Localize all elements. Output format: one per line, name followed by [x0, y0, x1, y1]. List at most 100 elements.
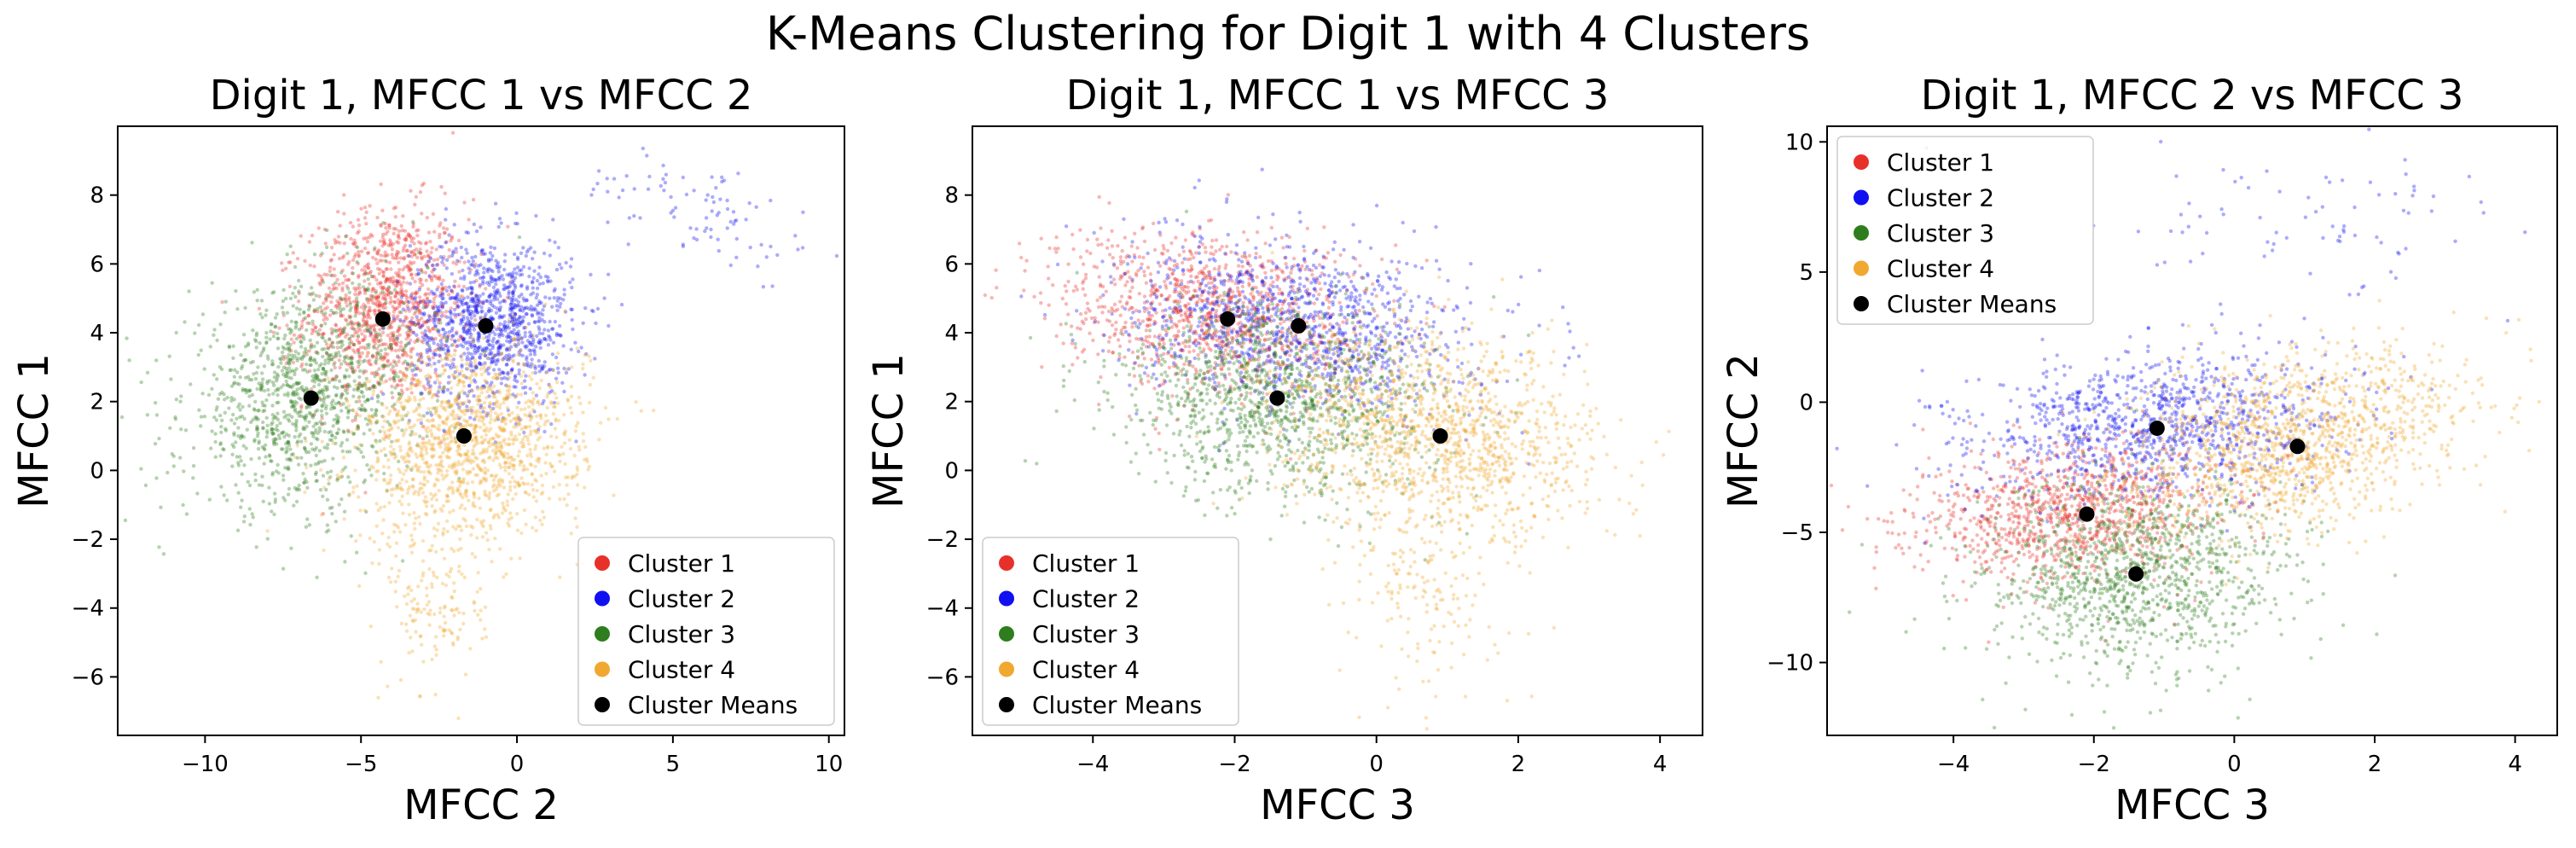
data-point — [404, 324, 409, 328]
data-point — [366, 271, 370, 276]
data-point — [213, 439, 218, 444]
data-point — [398, 345, 403, 349]
data-point — [435, 276, 439, 281]
data-point — [274, 437, 278, 442]
data-point — [511, 305, 515, 310]
data-point — [258, 353, 263, 357]
data-point — [506, 334, 510, 340]
data-point — [537, 460, 541, 464]
data-point — [270, 413, 275, 417]
data-point — [401, 248, 405, 253]
data-point — [397, 568, 402, 573]
data-point — [426, 292, 432, 296]
data-point — [554, 267, 560, 272]
data-point — [303, 316, 308, 320]
data-point — [553, 319, 558, 324]
data-point — [240, 414, 245, 419]
data-point — [589, 272, 593, 277]
data-point — [351, 322, 355, 328]
data-point — [491, 353, 496, 358]
data-point — [463, 672, 468, 677]
data-point — [439, 357, 444, 362]
data-point — [223, 299, 228, 304]
data-point — [427, 259, 432, 264]
data-point — [363, 571, 368, 575]
data-point — [350, 367, 355, 371]
data-point — [458, 491, 462, 496]
data-point — [438, 339, 443, 343]
data-point — [537, 282, 542, 287]
data-point — [287, 457, 292, 462]
data-point — [393, 341, 397, 346]
data-point — [365, 323, 370, 328]
data-point — [459, 335, 463, 340]
data-point — [323, 311, 328, 316]
data-point — [407, 650, 411, 655]
data-point — [421, 181, 426, 186]
data-point — [200, 392, 205, 396]
data-point — [415, 339, 420, 343]
data-point — [444, 583, 449, 588]
data-point — [555, 299, 560, 303]
data-point — [406, 341, 410, 346]
data-point — [419, 421, 424, 426]
data-point — [264, 308, 269, 312]
data-point — [432, 380, 438, 385]
data-point — [447, 254, 451, 259]
data-point — [357, 291, 363, 295]
data-point — [578, 401, 583, 406]
data-point — [473, 308, 479, 312]
data-point — [496, 348, 501, 352]
data-point — [380, 270, 385, 274]
data-point — [321, 389, 326, 393]
data-point — [510, 457, 514, 462]
data-point — [399, 295, 404, 299]
legend-label: Cluster 4 — [628, 656, 735, 684]
data-point — [415, 233, 420, 238]
data-point — [427, 274, 432, 278]
data-point — [446, 444, 450, 449]
data-point — [720, 175, 724, 179]
data-point — [461, 303, 465, 307]
data-point — [530, 377, 534, 381]
data-point — [497, 434, 502, 439]
data-point — [435, 347, 439, 351]
data-point — [555, 401, 560, 405]
data-point — [334, 329, 339, 334]
data-point — [568, 264, 573, 269]
data-point — [416, 322, 421, 326]
data-point — [274, 388, 278, 393]
data-point — [362, 480, 366, 485]
data-point — [405, 304, 409, 309]
data-point — [482, 351, 486, 357]
data-point — [497, 277, 502, 282]
data-point — [255, 434, 260, 439]
data-point — [539, 300, 543, 305]
data-point — [444, 206, 449, 212]
data-point — [309, 346, 313, 350]
data-point — [281, 409, 287, 414]
data-point — [320, 332, 325, 337]
data-point — [370, 384, 375, 388]
data-point — [370, 353, 375, 357]
data-point — [422, 254, 426, 258]
data-point — [464, 247, 468, 252]
data-point — [541, 366, 545, 370]
data-point — [386, 229, 390, 234]
data-point — [414, 408, 418, 413]
data-point — [294, 499, 299, 504]
data-point — [502, 299, 508, 304]
data-point — [388, 580, 393, 584]
data-point — [718, 197, 722, 201]
data-point — [284, 266, 288, 270]
data-point — [387, 260, 392, 264]
data-point — [511, 358, 515, 363]
data-point — [381, 518, 386, 522]
data-point — [545, 278, 550, 283]
data-point — [309, 342, 314, 346]
data-point — [396, 280, 400, 284]
data-point — [360, 351, 364, 356]
data-point — [171, 464, 176, 468]
data-point — [348, 308, 352, 313]
data-point — [430, 504, 434, 508]
